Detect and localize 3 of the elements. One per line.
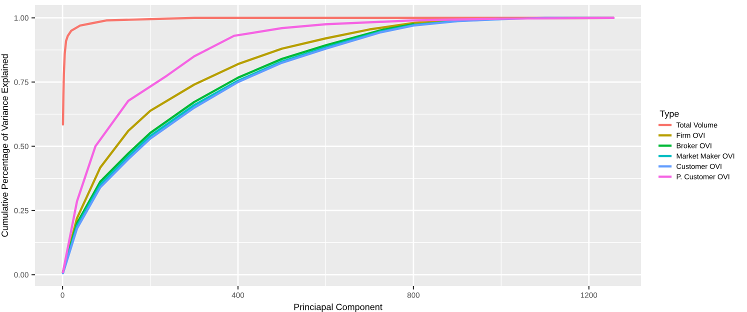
x-axis-title: Princiapal Component	[294, 304, 382, 312]
legend-title: Type	[660, 110, 679, 119]
y-axis-title: Cumulative Percentage of Variance Explained	[1, 54, 10, 237]
